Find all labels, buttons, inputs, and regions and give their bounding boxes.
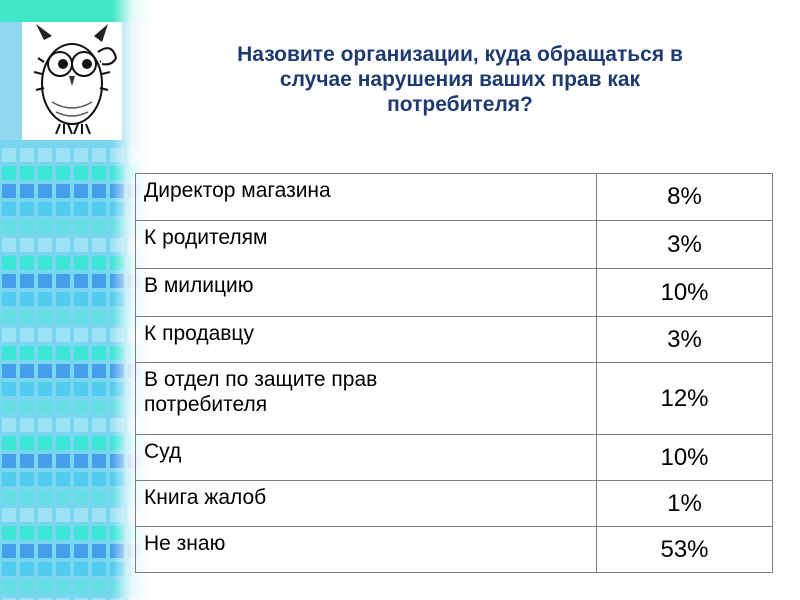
title-line-3: потребителя?: [387, 93, 533, 116]
row-value: 1%: [596, 480, 773, 527]
row-label: К продавцу: [135, 316, 597, 363]
row-label: В милицию: [135, 268, 597, 317]
row-label: Суд: [135, 434, 597, 481]
row-value: 12%: [596, 362, 773, 435]
row-label-line-2: потребителя: [144, 393, 268, 416]
table-row: Книга жалоб 1%: [135, 480, 773, 527]
row-label: В отдел по защите прав потребителя: [135, 362, 597, 435]
table-row: В милицию 10%: [135, 268, 773, 317]
table-row: Директор магазина 8%: [135, 173, 773, 221]
row-label: Директор магазина: [135, 173, 597, 221]
row-label: Не знаю: [135, 526, 597, 573]
table-row: В отдел по защите прав потребителя 12%: [135, 362, 773, 435]
survey-results-table: Директор магазина 8% К родителям 3% В ми…: [135, 173, 773, 573]
owl-cartoon-icon: [33, 24, 118, 135]
row-value: 53%: [596, 526, 773, 573]
row-value: 3%: [596, 220, 773, 269]
table-row: К родителям 3%: [135, 220, 773, 269]
row-label-line-1: В отдел по защите прав: [144, 368, 378, 391]
title-line-1: Назовите организации, куда обращаться в: [237, 43, 683, 66]
row-label: Книга жалоб: [135, 480, 597, 527]
row-label: К родителям: [135, 220, 597, 269]
row-value: 8%: [596, 173, 773, 221]
table-row: К продавцу 3%: [135, 316, 773, 363]
row-value: 3%: [596, 316, 773, 363]
row-value: 10%: [596, 434, 773, 481]
row-value: 10%: [596, 268, 773, 317]
table-row: Суд 10%: [135, 434, 773, 481]
slide-title: Назовите организации, куда обращаться в …: [160, 42, 760, 117]
owl-picture-frame: [22, 22, 122, 140]
decorative-sidebar: [0, 0, 150, 600]
table-row: Не знаю 53%: [135, 526, 773, 573]
title-line-2: случае нарушения ваших прав как: [279, 68, 641, 91]
